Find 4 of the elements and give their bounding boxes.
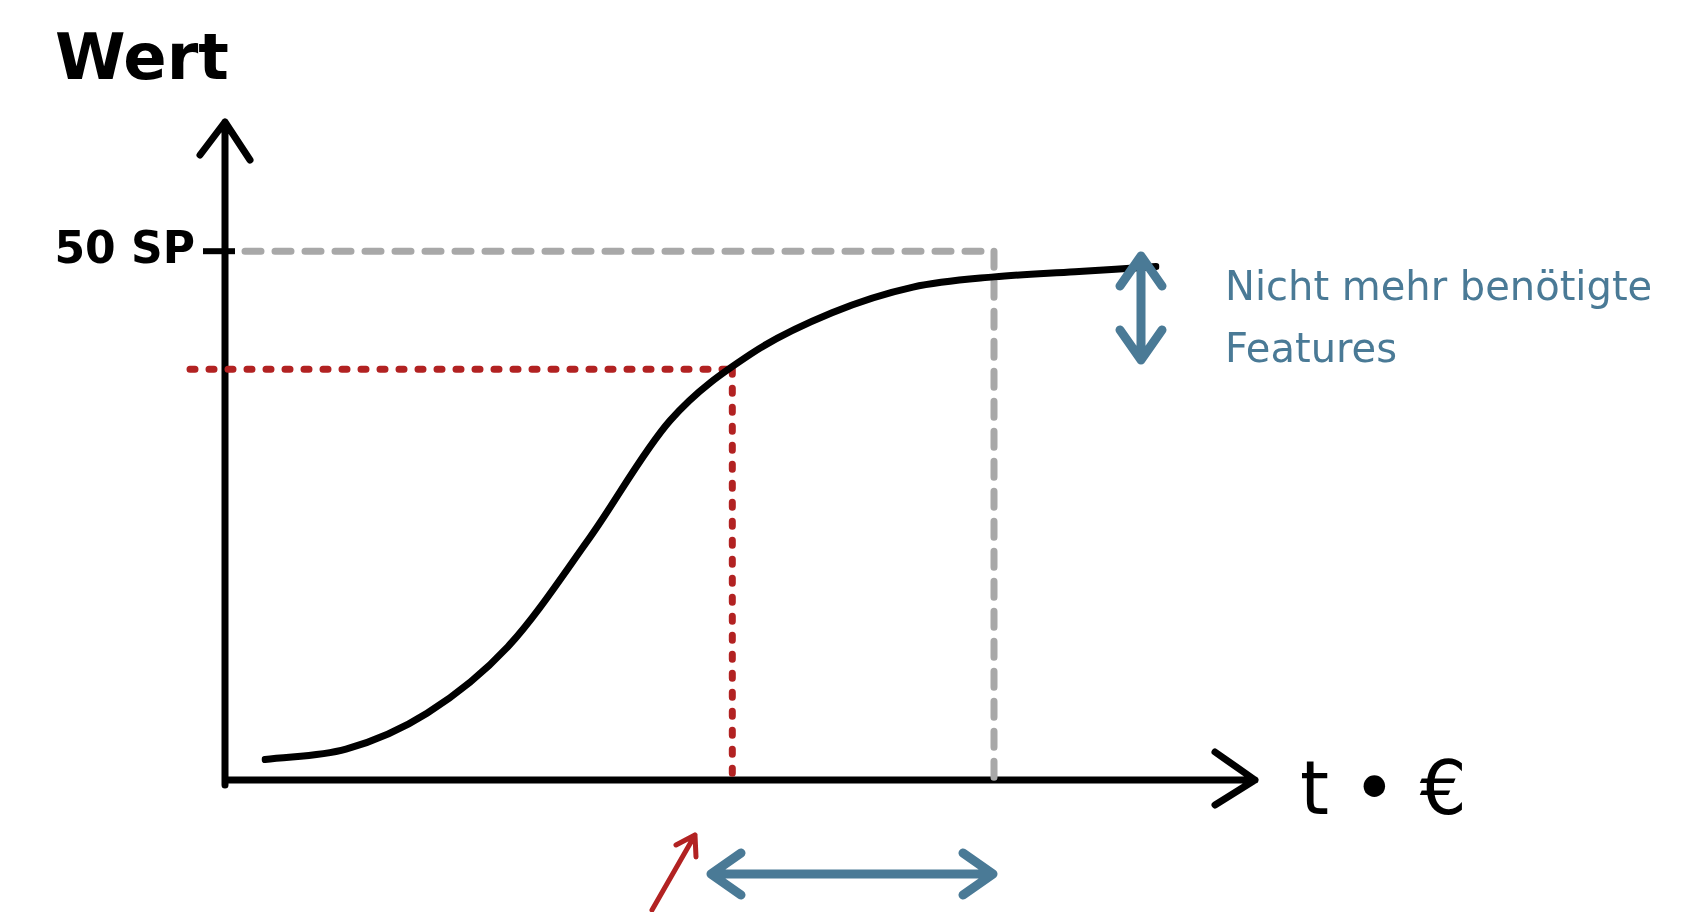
ref-line-label: 50 SP: [54, 221, 195, 273]
x-axis-title: t • €: [1300, 745, 1467, 831]
annotation: Nicht mehr benötigte Features: [1225, 262, 1654, 373]
y-axis-title: Wert: [55, 20, 229, 94]
